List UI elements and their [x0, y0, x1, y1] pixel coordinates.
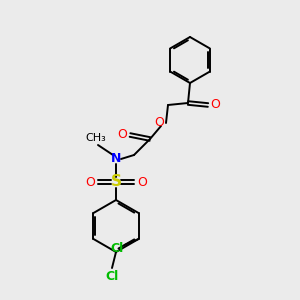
Text: O: O	[85, 176, 95, 188]
Text: Cl: Cl	[110, 242, 123, 256]
Text: S: S	[110, 175, 122, 190]
Text: O: O	[154, 116, 164, 130]
Text: Cl: Cl	[105, 269, 119, 283]
Text: O: O	[210, 98, 220, 112]
Text: O: O	[117, 128, 127, 142]
Text: N: N	[111, 152, 121, 166]
Text: O: O	[137, 176, 147, 188]
Text: CH₃: CH₃	[85, 133, 106, 143]
